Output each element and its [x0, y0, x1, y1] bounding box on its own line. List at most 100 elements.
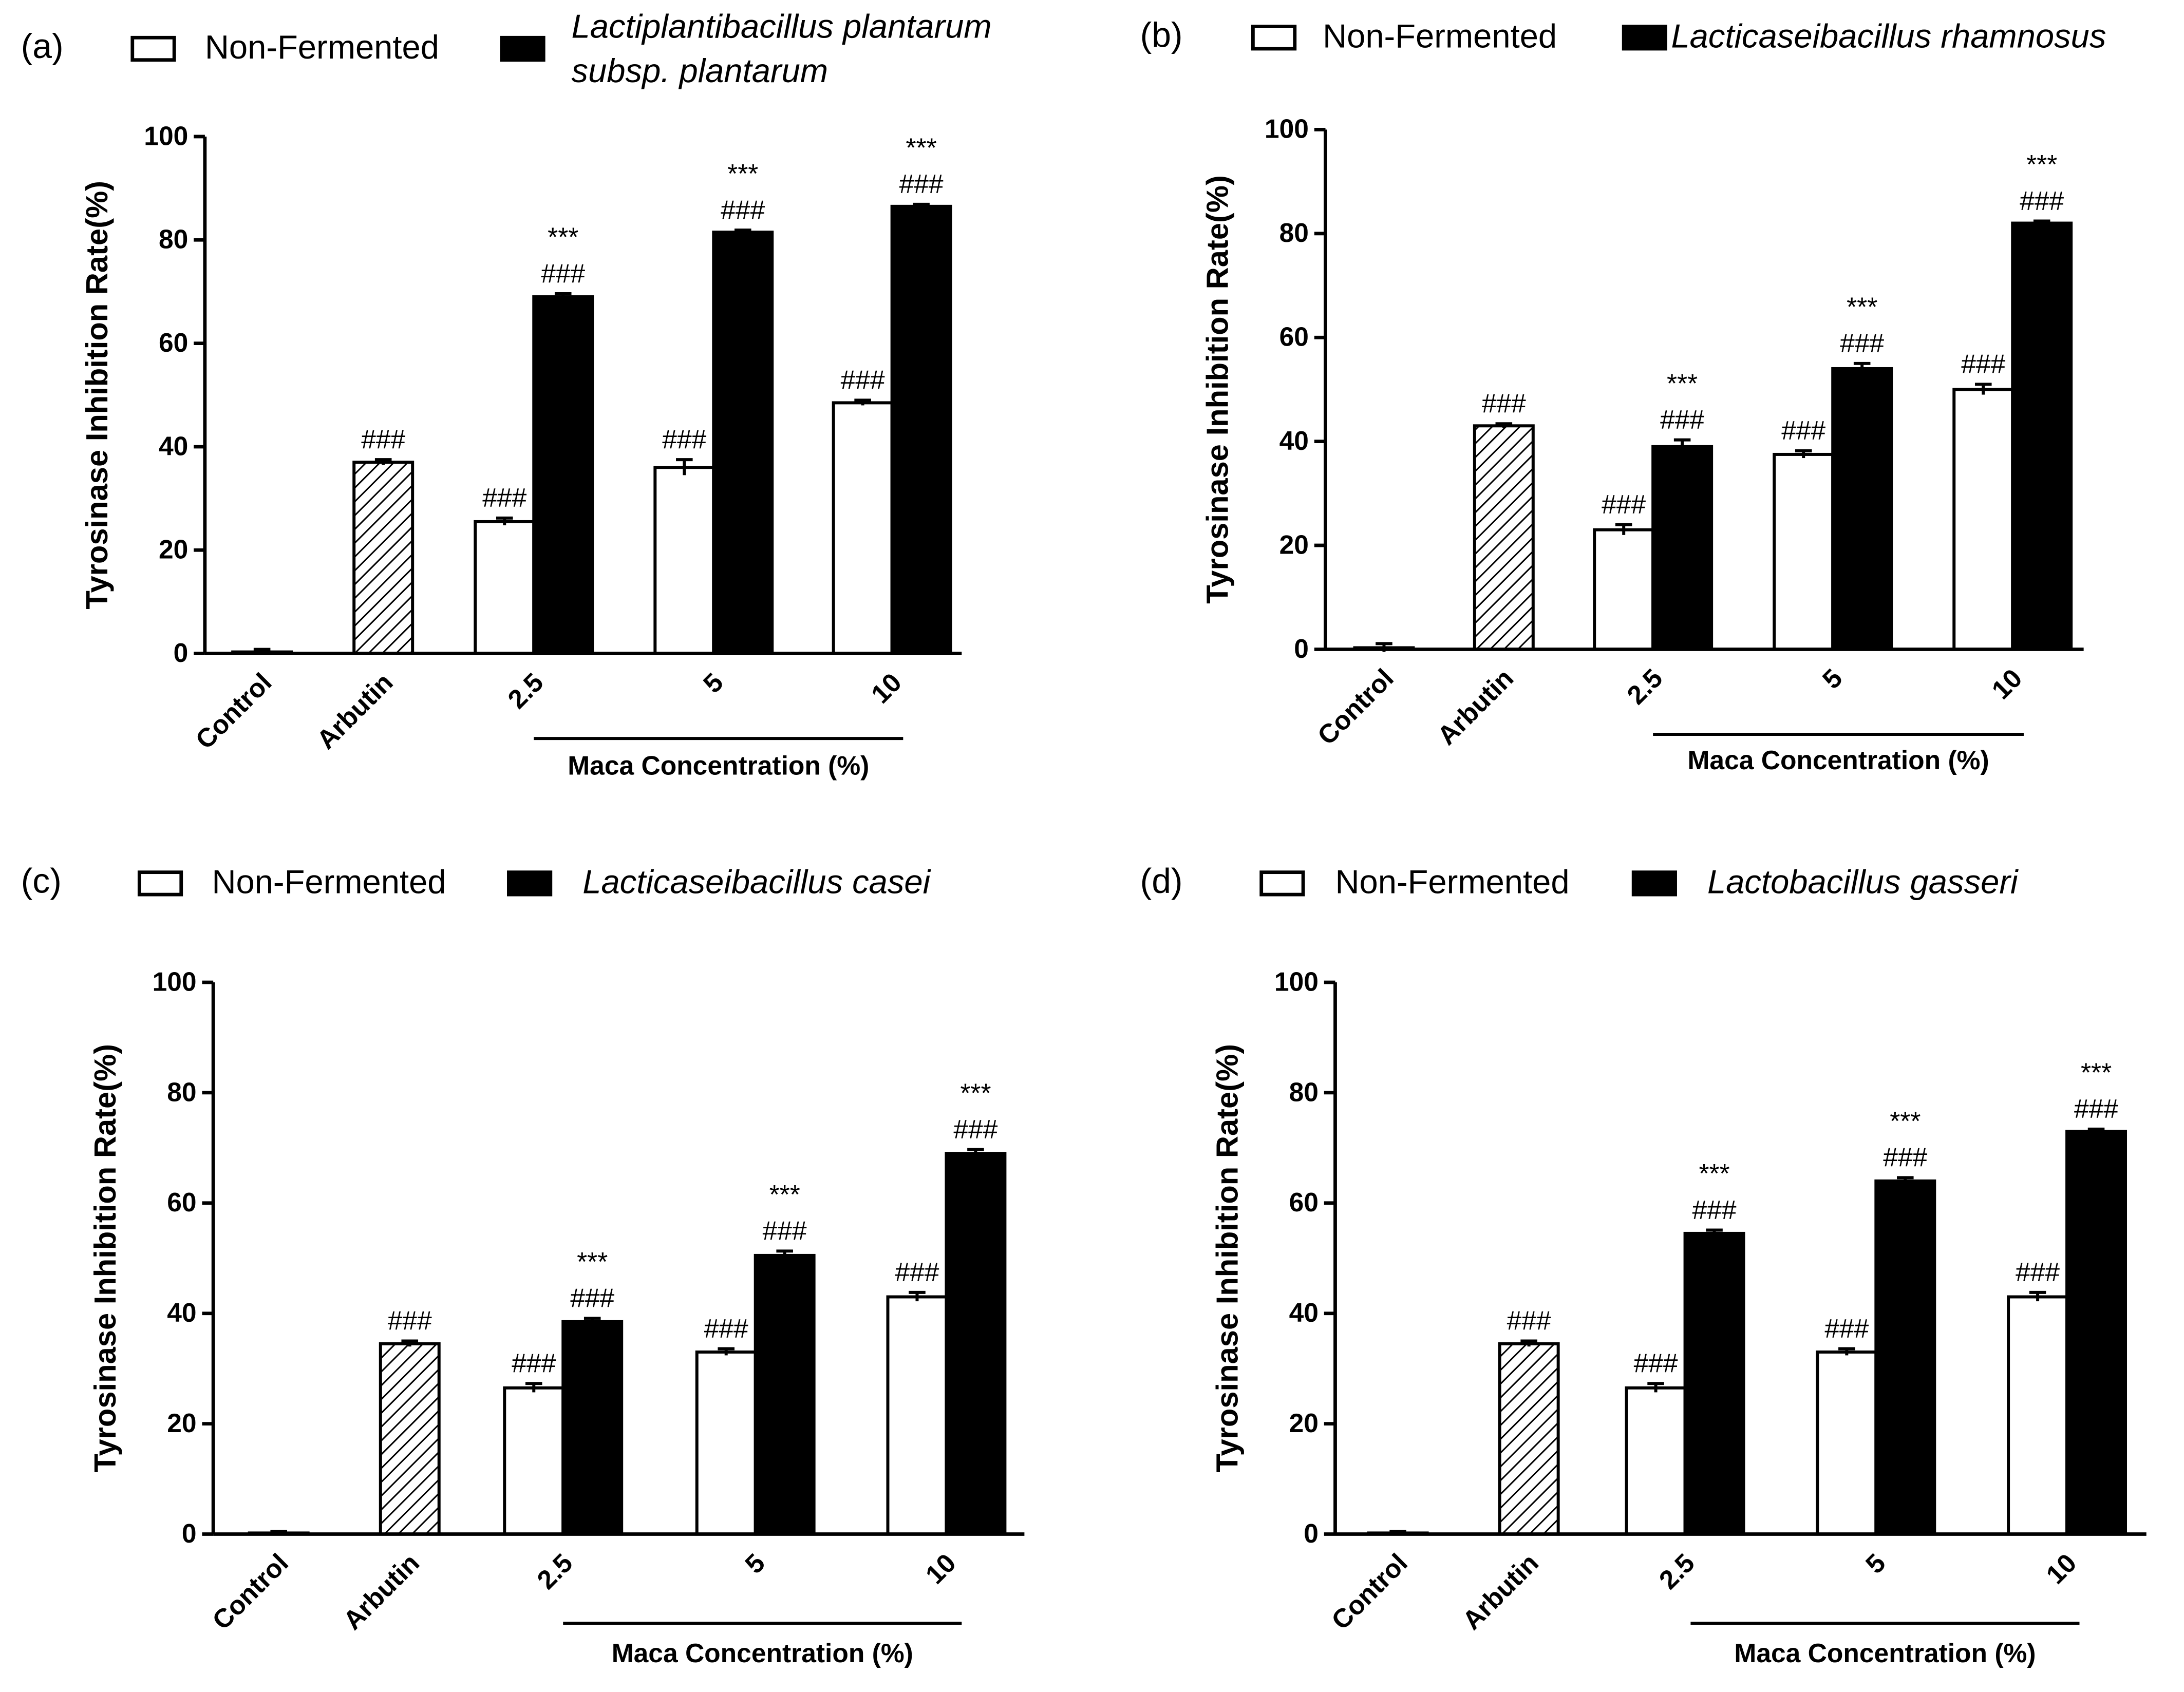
panel-label: (d): [1140, 862, 1183, 900]
y-tick-label: 0: [182, 1518, 197, 1548]
significance-label: ###: [1961, 349, 2005, 379]
significance-label: ###: [895, 1257, 939, 1287]
x-axis-label: Maca Concentration (%): [1687, 745, 1989, 775]
x-tick-label: Control: [206, 1548, 294, 1636]
y-axis-label: Tyrosinase Inhibition Rate(%): [1210, 1044, 1245, 1473]
y-tick-label: 80: [1279, 218, 1309, 248]
y-tick-label: 0: [174, 638, 189, 668]
bar: [2011, 221, 2073, 651]
x-tick-label: 10: [2040, 1548, 2082, 1590]
legend-label-box: Non-Fermented: [212, 864, 446, 901]
significance-label: ###: [1507, 1306, 1551, 1336]
y-tick-label: 0: [1294, 634, 1309, 663]
bar: [2065, 1130, 2127, 1536]
bar: [1593, 528, 1655, 651]
significance-label: ###: [1883, 1143, 1927, 1172]
x-tick-label: Arbutin: [1457, 1548, 1545, 1636]
y-tick-label: 80: [1289, 1077, 1319, 1107]
bar: [1498, 1342, 1560, 1536]
bar: [532, 295, 594, 655]
y-tick-label: 60: [159, 328, 188, 357]
significance-label: ###: [541, 258, 585, 288]
x-axis-label: Maca Concentration (%): [1734, 1638, 2036, 1668]
x-tick-label: 10: [1986, 663, 2028, 705]
y-tick-label: 100: [144, 121, 188, 150]
legend-swatch: [1631, 870, 1677, 897]
y-tick-label: 60: [1279, 322, 1309, 352]
panel-label: (a): [21, 27, 64, 66]
bar: [945, 1152, 1007, 1536]
significance-label: ###: [1482, 389, 1526, 419]
legend-label: Lacticaseibacillus casei: [582, 864, 931, 902]
significance-label: ###: [388, 1306, 432, 1336]
panel-label: (b): [1140, 16, 1183, 54]
x-tick-label: 2.5: [531, 1548, 578, 1595]
x-tick-label: 2.5: [1653, 1548, 1700, 1595]
x-tick-label: 5: [697, 667, 728, 698]
significance-label: ***: [2081, 1058, 2112, 1088]
significance-label: ***: [577, 1247, 608, 1277]
bar: [561, 1320, 624, 1536]
y-tick-label: 40: [1279, 426, 1309, 455]
significance-label: ***: [1890, 1106, 1921, 1136]
y-tick-label: 80: [159, 224, 188, 254]
bar: [1473, 424, 1535, 651]
bar: [890, 204, 952, 655]
significance-label: ###: [482, 483, 526, 512]
y-tick-label: 100: [1265, 114, 1309, 144]
x-tick-label: 2.5: [502, 667, 549, 714]
legend-label: Non-Fermented: [204, 29, 439, 67]
y-axis-label: Tyrosinase Inhibition Rate(%): [88, 1044, 122, 1473]
x-tick-label: Arbutin: [311, 667, 399, 755]
significance-label: ###: [1781, 415, 1825, 445]
legend-label-box: Non-Fermented: [1335, 864, 1570, 902]
significance-label: ###: [512, 1348, 556, 1378]
significance-label: ***: [769, 1180, 800, 1209]
legend-label: Lactiplantibacillus plantarum subsp. pla…: [571, 8, 992, 91]
significance-label: ###: [361, 424, 405, 454]
bar: [1831, 367, 1893, 651]
x-tick-label: 5: [1860, 1548, 1891, 1579]
legend-swatch: [500, 35, 545, 62]
significance-label: ***: [960, 1078, 991, 1108]
legend-swatch: [1259, 870, 1305, 897]
y-axis-label: Tyrosinase Inhibition Rate(%): [80, 181, 114, 610]
significance-label: ###: [704, 1314, 748, 1343]
y-tick-label: 100: [153, 966, 197, 996]
bar: [712, 231, 774, 655]
y-tick-label: 20: [167, 1408, 196, 1438]
significance-label: ###: [2074, 1094, 2118, 1124]
significance-label: ###: [1692, 1195, 1737, 1225]
y-tick-label: 100: [1274, 966, 1319, 996]
y-tick-label: 60: [167, 1187, 196, 1217]
bar: [474, 520, 536, 655]
bar: [1651, 445, 1714, 651]
x-axis-label: Maca Concentration (%): [568, 751, 869, 781]
x-tick-label: 2.5: [1621, 663, 1668, 710]
significance-label: ###: [1634, 1348, 1678, 1378]
legend-label-box: Non-Fermented: [1323, 18, 1557, 55]
y-tick-label: 60: [1289, 1187, 1319, 1217]
x-tick-label: Control: [190, 667, 277, 755]
bar: [1625, 1386, 1687, 1536]
y-tick-label: 0: [1304, 1518, 1319, 1548]
legend-label: Non-Fermented: [1335, 864, 1570, 902]
significance-label: ***: [1699, 1158, 1729, 1188]
bar: [379, 1342, 441, 1536]
legend-label-box: Lacticaseibacillus casei: [582, 864, 931, 902]
bar: [832, 401, 894, 655]
legend-swatch: [130, 35, 176, 62]
y-tick-label: 20: [159, 535, 188, 564]
panel: (c) Non-Fermented Lacticaseibacillus casei…: [21, 862, 1025, 1668]
bar: [754, 1253, 816, 1536]
x-tick-label: 5: [739, 1548, 770, 1579]
bar: [1874, 1179, 1936, 1536]
x-tick-label: Arbutin: [337, 1548, 425, 1636]
bar: [1773, 452, 1835, 651]
significance-label: ***: [548, 222, 578, 252]
legend-label-box: Lactiplantibacillus plantarum subsp. pla…: [571, 8, 992, 91]
bar: [352, 461, 415, 655]
significance-label: ###: [1840, 328, 1884, 358]
